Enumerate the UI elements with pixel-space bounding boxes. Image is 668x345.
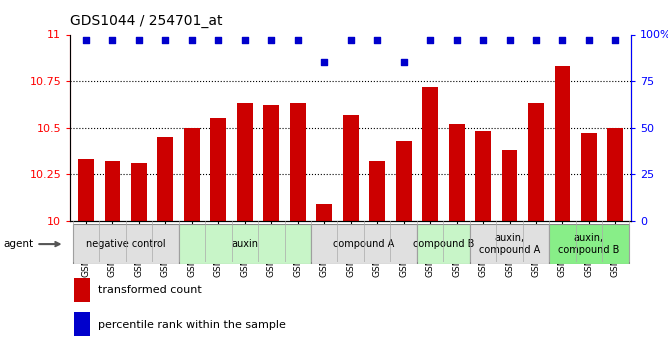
Text: agent: agent — [3, 239, 59, 249]
Bar — [528, 104, 544, 221]
Bar — [607, 128, 623, 221]
Point — [293, 37, 303, 43]
Bar — [311, 224, 417, 264]
Point — [530, 37, 541, 43]
Bar — [210, 118, 226, 221]
Bar — [316, 204, 332, 221]
Bar — [502, 150, 518, 221]
Bar — [554, 66, 570, 221]
Point — [478, 37, 488, 43]
Bar — [343, 115, 359, 221]
Bar — [417, 224, 470, 264]
Bar — [78, 159, 94, 221]
Text: auxin: auxin — [231, 239, 259, 249]
Text: compound B: compound B — [413, 239, 474, 249]
Point — [504, 37, 515, 43]
Bar — [369, 161, 385, 221]
Text: compound A: compound A — [333, 239, 395, 249]
Point — [213, 37, 224, 43]
Point — [319, 60, 329, 65]
Bar — [290, 104, 306, 221]
Bar — [422, 87, 438, 221]
Bar — [178, 224, 311, 264]
Point — [398, 60, 409, 65]
Text: percentile rank within the sample: percentile rank within the sample — [98, 320, 286, 329]
Point — [160, 37, 171, 43]
Point — [345, 37, 356, 43]
Bar — [263, 105, 279, 221]
Point — [557, 37, 568, 43]
Point — [186, 37, 197, 43]
Point — [610, 37, 621, 43]
Point — [451, 37, 462, 43]
Bar — [131, 163, 147, 221]
Bar — [475, 131, 491, 221]
Bar — [158, 137, 174, 221]
Point — [134, 37, 144, 43]
Bar — [449, 124, 464, 221]
Bar — [74, 278, 90, 302]
Text: negative control: negative control — [86, 239, 166, 249]
Bar — [184, 128, 200, 221]
Bar — [395, 141, 411, 221]
Bar — [105, 161, 120, 221]
Bar — [549, 224, 629, 264]
Bar — [237, 104, 253, 221]
Bar — [470, 224, 549, 264]
Bar — [74, 312, 90, 336]
Point — [425, 37, 436, 43]
Text: transformed count: transformed count — [98, 285, 202, 295]
Point — [266, 37, 277, 43]
Point — [584, 37, 595, 43]
Point — [240, 37, 250, 43]
Text: GDS1044 / 254701_at: GDS1044 / 254701_at — [70, 14, 222, 28]
Point — [81, 37, 92, 43]
Text: auxin,
compound B: auxin, compound B — [558, 233, 620, 255]
Text: auxin,
compound A: auxin, compound A — [479, 233, 540, 255]
Bar — [73, 224, 178, 264]
Point — [107, 37, 118, 43]
Bar — [581, 133, 597, 221]
Point — [372, 37, 383, 43]
